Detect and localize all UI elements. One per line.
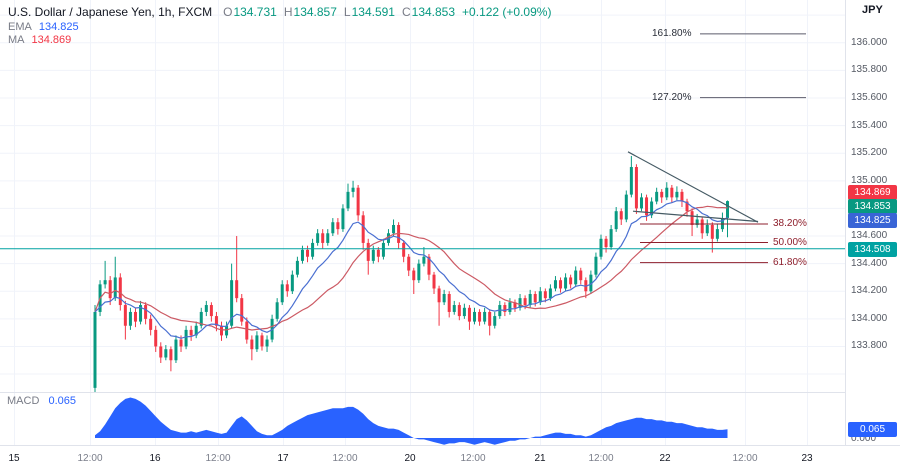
change-value: +0.122 (+0.09%): [462, 5, 552, 19]
ema-value: 134.825: [38, 21, 79, 33]
ohlc-low: L 134.591: [343, 5, 395, 19]
price-tick-label: 135.600: [851, 92, 888, 103]
pane-separator[interactable]: [0, 392, 900, 393]
legend-ema-row: EMA 134.825: [8, 21, 551, 33]
macd-label: MACD: [7, 395, 40, 407]
trend-lines[interactable]: [627, 151, 759, 223]
price-tick-label: 135.800: [851, 64, 888, 76]
time-label: 22: [659, 453, 671, 464]
ema-label: EMA: [8, 21, 32, 33]
price-badge: 134.869: [848, 184, 897, 200]
time-label: 20: [404, 453, 416, 464]
ohlc-close: C 134.853: [401, 5, 456, 19]
time-label: 12:00: [77, 453, 103, 464]
currency-label: JPY: [862, 4, 883, 16]
time-label: 12:00: [732, 453, 758, 464]
price-tick-label: 134.400: [851, 257, 888, 269]
price-tick-label: 134.600: [851, 230, 888, 242]
chart-legend: U.S. Dollar / Japanese Yen, 1h, FXCM O 13…: [8, 5, 551, 47]
price-tick-label: 135.400: [851, 119, 888, 131]
ma-value: 134.869: [31, 34, 72, 46]
grid-layer: [0, 0, 845, 445]
time-label: 12:00: [205, 453, 231, 464]
symbol-title[interactable]: U.S. Dollar / Japanese Yen, 1h, FXCM: [8, 5, 213, 19]
time-label: 12:00: [588, 453, 614, 464]
ohlc-high: H 134.857: [283, 5, 337, 19]
price-tick-label: 135.000: [851, 174, 888, 186]
price-tick-label: 134.000: [851, 312, 888, 324]
legend-ma-row: MA 134.869: [8, 34, 551, 46]
price-tick-label: 136.000: [851, 36, 888, 48]
macd-legend: MACD 0.065: [7, 395, 76, 407]
price-badge: 134.853: [848, 198, 897, 214]
ma-label: MA: [8, 34, 25, 46]
ohlc-open: O 134.731: [223, 5, 277, 19]
macd-value: 0.065: [48, 395, 76, 407]
macd-value-badge: 0.065: [848, 421, 897, 437]
legend-main-row: U.S. Dollar / Japanese Yen, 1h, FXCM O 13…: [8, 5, 551, 19]
candles-layer: [93, 155, 729, 392]
price-tick-label: 133.800: [851, 340, 888, 352]
time-label: 12:00: [460, 453, 486, 464]
time-label: 17: [277, 453, 289, 464]
fib-retracement-lines[interactable]: [640, 223, 768, 264]
price-tick-label: 134.200: [851, 285, 888, 297]
price-axis[interactable]: JPY 136.000 135.800 135.600 135.400 135.200 1…: [845, 0, 900, 445]
ema-line: [94, 200, 728, 339]
macd-histogram: [95, 397, 728, 445]
price-badge: 134.825: [848, 212, 897, 228]
ma-line: [94, 205, 728, 331]
macd-zero-label: 0.000: [851, 433, 877, 444]
time-label: 12:00: [332, 453, 358, 464]
time-label: 15: [8, 453, 20, 464]
price-badge: 134.508: [848, 241, 897, 257]
time-label: 23: [801, 453, 813, 464]
time-label: 16: [149, 453, 161, 464]
time-label: 21: [534, 453, 546, 464]
fib-extension-lines[interactable]: [700, 33, 806, 99]
price-tick-label: 135.200: [851, 147, 888, 159]
time-axis[interactable]: 15 12:00 16 12:00 17 12:00 20 12:00 21 12:00 22 12:…: [0, 445, 900, 473]
